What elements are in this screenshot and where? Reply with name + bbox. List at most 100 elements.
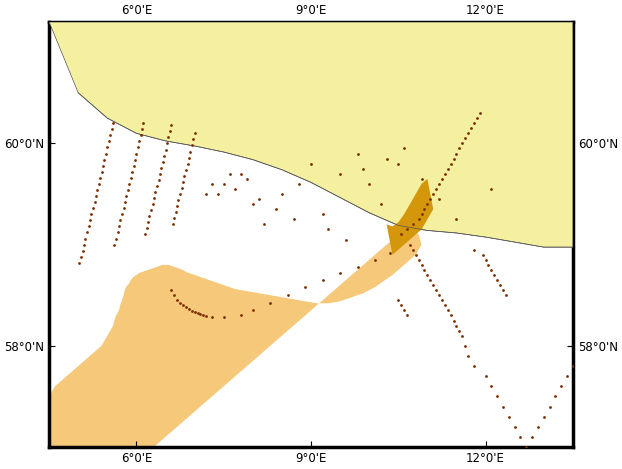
Point [114,223,124,230]
Point [516,433,526,440]
Point [131,150,141,157]
Point [193,310,203,317]
Point [259,220,269,228]
Point [136,132,146,139]
Point [137,126,147,133]
Point [78,247,88,255]
Point [91,192,101,200]
Point [109,241,119,249]
Point [472,114,482,122]
Point [425,195,435,203]
Point [396,302,406,309]
Point [181,166,191,174]
Point [166,287,176,294]
Point [446,312,456,319]
Point [236,312,246,319]
Point [481,372,491,380]
Point [156,164,166,172]
Point [335,170,345,178]
Point [169,214,179,222]
Point [187,308,197,315]
Point [181,303,191,311]
Point [120,198,130,206]
Point [294,180,304,188]
Point [130,156,140,163]
Point [475,109,485,117]
Point [107,126,117,133]
Point [198,312,208,319]
Point [188,136,198,143]
Point [129,162,139,169]
Point [82,229,92,236]
Point [121,192,131,200]
Point [408,220,418,228]
Point [289,216,299,223]
Point [341,236,351,243]
Point [236,170,246,178]
Polygon shape [387,179,433,255]
Point [568,362,578,370]
Point [169,291,179,299]
Point [455,327,465,334]
Point [414,216,424,223]
Point [443,307,453,314]
Point [175,300,185,307]
Point [414,256,424,264]
Point [115,217,125,224]
Point [353,150,363,157]
Point [550,393,560,400]
Point [166,121,176,129]
Point [425,276,435,284]
Point [498,403,508,410]
Point [140,231,150,238]
Point [179,172,189,180]
Point [428,281,438,289]
Point [448,317,458,324]
Point [152,182,162,189]
Point [431,185,441,193]
Point [105,132,115,139]
Point [521,443,531,451]
Point [478,251,488,258]
Point [492,393,502,400]
Point [545,403,555,410]
Point [457,140,467,147]
Point [483,261,493,269]
Point [177,184,187,192]
Point [455,145,465,152]
Point [167,220,177,228]
Point [124,180,134,188]
Point [431,287,441,294]
Point [207,180,217,188]
Point [419,266,429,274]
Point [562,372,572,380]
Point [417,261,427,269]
Point [498,287,508,294]
Point [123,186,132,194]
Point [417,175,427,182]
Point [172,296,182,304]
Point [213,190,223,198]
Point [486,383,496,390]
Point [117,211,127,218]
Point [318,211,328,218]
Point [146,206,156,214]
Point [175,190,185,198]
Point [178,178,188,186]
Point [195,310,205,318]
Point [126,174,136,182]
Point [185,148,195,155]
Polygon shape [49,229,422,447]
Point [150,188,160,196]
Point [103,138,113,145]
Point [393,160,403,167]
Point [79,241,89,249]
Point [300,283,310,291]
Point [382,155,392,162]
Point [376,200,386,208]
Point [486,266,496,274]
Point [402,226,412,233]
Point [437,175,447,182]
Point [90,198,100,206]
Point [402,312,412,319]
